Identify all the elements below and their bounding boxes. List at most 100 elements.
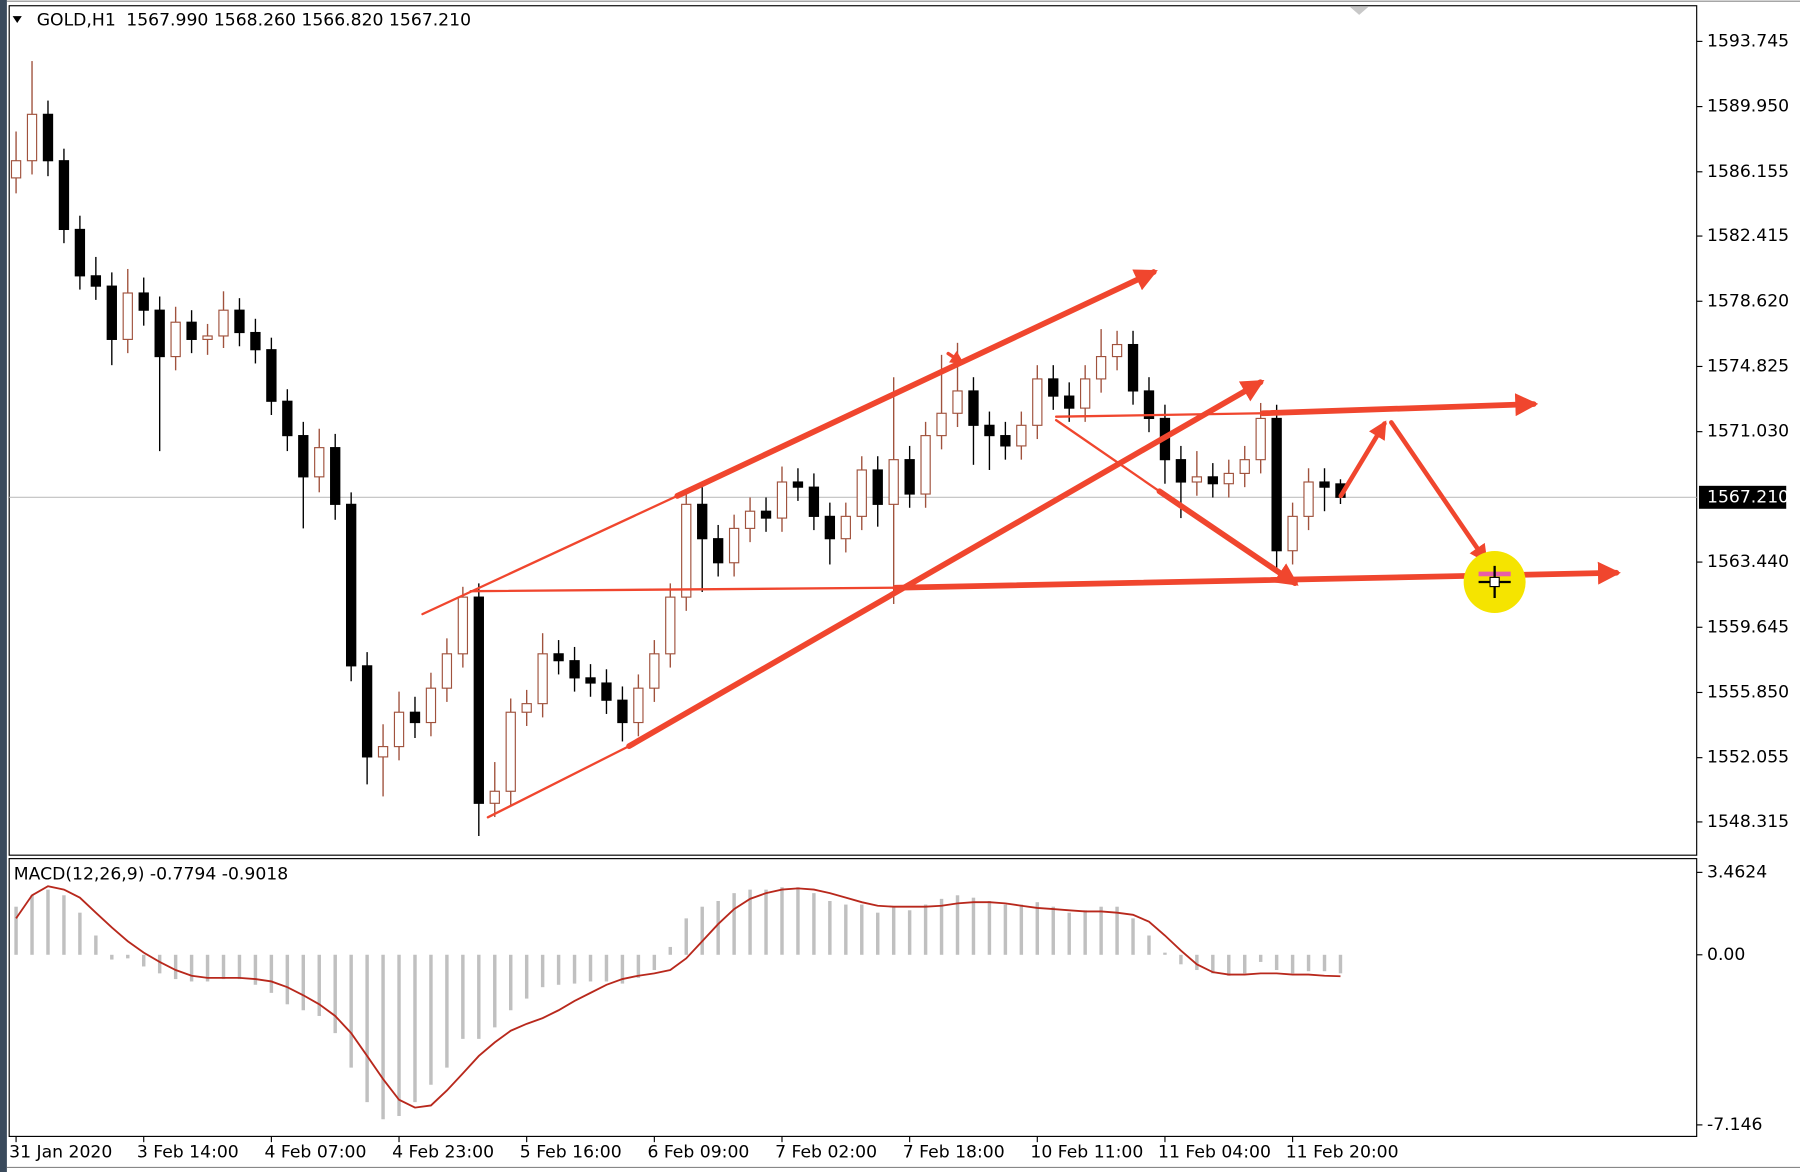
candle-body [138,292,149,311]
candle-body [920,435,931,495]
candle-body [521,703,532,713]
resistance-line[interactable] [1054,412,1264,418]
candle-body [760,510,772,519]
candle-body [266,349,277,402]
candle-body [106,285,117,340]
shift-marker[interactable] [1350,6,1369,15]
candle-body [1064,395,1075,409]
candle-body [1095,356,1107,380]
y-tick-label: 1559.645 [1707,617,1789,637]
projection-down[interactable] [1389,420,1488,564]
candle-body [234,309,245,334]
candle-body [984,424,995,437]
projection-up[interactable] [1338,420,1387,499]
x-tick-label: 7 Feb 18:00 [903,1142,1005,1162]
y-tick-label: 0.00 [1707,945,1745,965]
y-tick-label: -7.146 [1707,1115,1762,1135]
candle-body [776,481,788,519]
candle-body [1255,417,1266,461]
candle-body [58,160,70,231]
marks: 1593.745 1589.950 1586.155 1582.415 1578.620… [9,31,1789,1162]
candle-body [441,653,453,689]
y-tick-label: 1555.850 [1707,682,1789,702]
small-arrow[interactable] [946,350,965,365]
candle-body [10,160,22,179]
y-tick-label: 1552.055 [1707,748,1789,768]
candle-body [936,412,947,437]
y-tick-label: 1563.440 [1707,552,1789,572]
candle-body [473,596,484,804]
support-line[interactable] [469,586,897,593]
candle-body [361,665,373,758]
candle-body [824,515,836,540]
down-arrow[interactable] [1156,488,1299,587]
candle-body [665,596,676,655]
down-line[interactable] [1054,418,1161,493]
symbol: GOLD,H1 [37,11,116,31]
candle-body [1143,390,1155,420]
y-tick-label: 1578.620 [1707,291,1789,311]
candle-body [601,682,612,701]
y-tick-label: 1593.745 [1707,31,1789,51]
y-tick-label: 3.4624 [1707,862,1767,882]
candle-body [1079,378,1091,409]
price-panel [8,5,1698,856]
candle-body [505,711,516,792]
trend-arrow[interactable] [626,379,1265,750]
candle-body [1127,343,1139,392]
trend-line[interactable] [421,494,679,616]
drawings [421,269,1621,819]
y-tick-label: 1548.315 [1707,812,1789,832]
candle-body [888,459,899,505]
candle-body [553,653,564,662]
candle-body [489,790,500,804]
candle-body [345,503,357,667]
candle-body [697,503,708,540]
signal-line [15,885,1341,1109]
candle-body [585,677,596,684]
candle-body [425,687,437,724]
candle-body [537,653,548,705]
trend-line[interactable] [486,744,631,819]
x-tick-label: 7 Feb 02:00 [775,1142,877,1162]
candle-body [377,746,389,758]
candle-body [1111,343,1123,358]
candle-body [1239,459,1250,474]
x-tick-label: 5 Feb 16:00 [520,1142,622,1162]
candle-body [393,711,405,748]
x-tick-label: 4 Feb 07:00 [264,1142,366,1162]
candle-body [712,538,724,564]
candle-body [856,469,867,517]
x-tick-label: 3 Feb 14:00 [137,1142,239,1162]
candle-body [617,699,628,724]
resistance-arrow[interactable] [1259,393,1539,417]
candle-body [649,653,660,689]
candle-body [1032,378,1043,426]
candle-body [872,469,883,505]
symbol-menu[interactable] [12,16,22,23]
candle-body [728,527,740,564]
candle-body [282,400,293,437]
candle-body [952,390,963,414]
candle-body [90,275,102,287]
candle-body [186,321,197,340]
candle-body [218,309,229,337]
candle-body [250,331,261,351]
macd-panel [8,858,1698,1137]
x-tick-label: 4 Feb 23:00 [392,1142,494,1162]
candle-body [968,390,979,426]
candle-body [298,435,309,478]
candle-body [569,660,580,679]
candle-body [1271,417,1282,552]
x-tick-label: 31 Jan 2020 [9,1142,112,1162]
candle-body [1175,459,1187,483]
trend-arrow[interactable] [674,269,1158,499]
candle-body [1000,435,1011,447]
candle-body [744,510,756,529]
x-tick-label: 11 Feb 04:00 [1158,1142,1271,1162]
window-edge [0,0,7,1172]
candle-body [409,711,421,724]
candle-body [154,309,165,358]
